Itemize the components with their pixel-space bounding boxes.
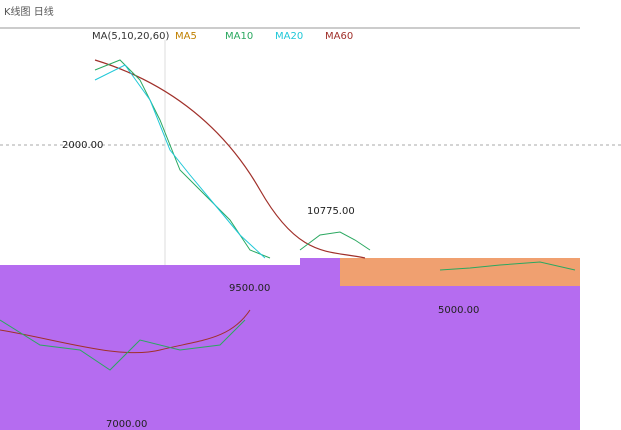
blank [580,258,621,430]
price-label: 2000.00 [62,140,103,151]
price-label: 10775.00 [307,206,355,217]
price-label: 7000.00 [106,419,147,430]
price-label: 5000.00 [438,305,479,316]
legend-item: MA20 [275,31,303,42]
price-label: 9500.00 [229,283,270,294]
legend-label: MA(5,10,20,60) [92,31,169,42]
legend-item: MA5 [175,31,197,42]
legend-item: MA10 [225,31,253,42]
window-title: K线图 日线 [4,5,54,18]
page: {"header": {"title": "K线图 日线"}, "legend"… [0,0,621,430]
screen: K线图 日线 MA(5,10,20,60) MA5 MA10 MA20 MA60… [0,0,621,430]
legend-item: MA60 [325,31,353,42]
glitch-band [340,258,580,286]
